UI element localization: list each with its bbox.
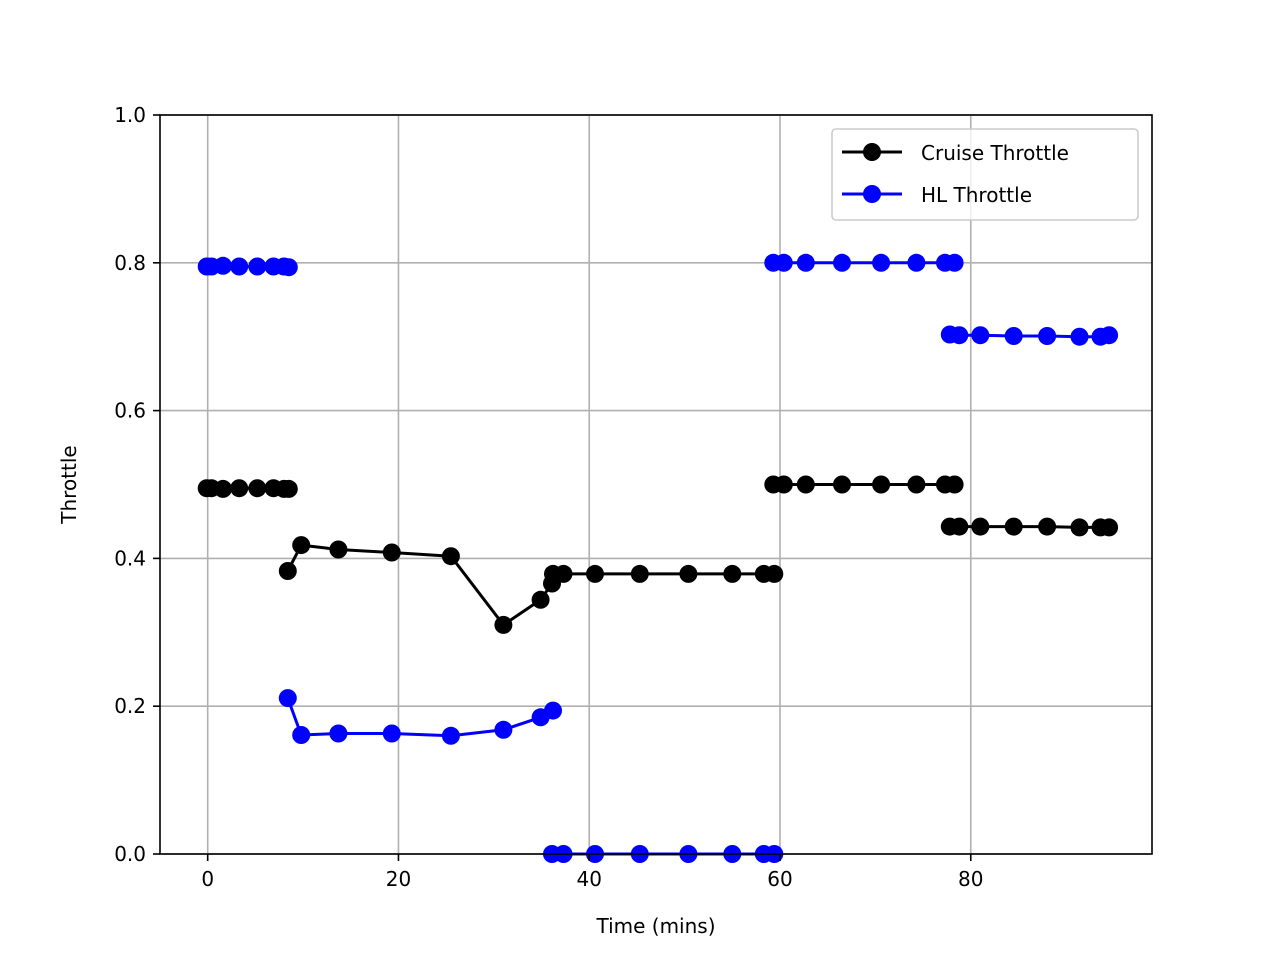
data-point <box>292 726 311 744</box>
data-point <box>279 479 298 498</box>
x-tick-label: 80 <box>958 867 983 891</box>
data-point <box>765 564 784 583</box>
y-tick-label: 0.2 <box>114 694 146 718</box>
data-point <box>292 536 311 555</box>
plot-frame <box>159 114 1153 855</box>
legend-cruise-label: Cruise Throttle <box>921 141 1069 165</box>
data-point <box>248 479 267 498</box>
data-point <box>586 564 604 583</box>
data-point <box>382 543 401 562</box>
data-point <box>554 564 573 583</box>
y-tick-label: 0.6 <box>114 399 146 423</box>
data-point <box>679 564 698 583</box>
data-point <box>248 257 267 276</box>
data-point <box>494 615 513 634</box>
data-point <box>945 475 964 494</box>
data-point <box>214 256 232 275</box>
data-point <box>950 517 969 536</box>
data-point <box>1100 326 1119 345</box>
data-point <box>278 562 297 580</box>
data-point <box>441 547 460 566</box>
data-point <box>279 258 298 277</box>
data-point <box>872 253 891 272</box>
data-point <box>630 564 649 583</box>
data-point <box>329 724 348 743</box>
data-point <box>723 564 742 583</box>
data-point <box>1070 327 1089 346</box>
data-point <box>278 689 297 708</box>
data-point <box>833 475 851 494</box>
data-point <box>531 590 550 609</box>
data-point <box>230 257 249 276</box>
data-point <box>796 253 815 272</box>
y-tick-label: 0.4 <box>114 546 146 570</box>
data-point <box>230 479 249 498</box>
data-point <box>1004 517 1023 536</box>
data-point <box>774 475 793 494</box>
data-point <box>796 475 815 494</box>
legend-box <box>831 128 1139 221</box>
y-tick-label: 0.8 <box>114 251 146 275</box>
legend-hl-marker <box>863 185 881 203</box>
y-tick-label: 1.0 <box>114 103 146 127</box>
data-point <box>872 475 891 494</box>
data-point <box>441 726 460 745</box>
data-point <box>1100 518 1119 537</box>
data-point <box>1038 517 1057 536</box>
data-point <box>907 475 926 494</box>
data-point <box>1038 327 1057 345</box>
data-point <box>544 701 562 720</box>
data-point <box>950 326 969 345</box>
x-tick-label: 20 <box>386 867 411 891</box>
x-tick-label: 0 <box>201 867 214 891</box>
legend-cruise-marker <box>863 143 881 161</box>
legend: Cruise Throttle HL Throttle <box>831 128 1139 221</box>
axis-ticks: 0 20 40 60 80 0.0 0.2 0.4 0.6 0.8 1.0 <box>114 103 983 891</box>
series-cruise-throttle <box>197 475 1119 634</box>
x-axis-label: Time (mins) <box>595 914 715 938</box>
data-point <box>774 253 793 272</box>
data-point <box>907 253 926 272</box>
legend-hl-label: HL Throttle <box>921 183 1032 207</box>
data-point <box>214 479 232 498</box>
data-point <box>329 540 348 559</box>
data-point <box>382 724 401 743</box>
data-point <box>494 720 513 739</box>
y-axis-label: Throttle <box>57 445 81 524</box>
data-point <box>1004 327 1023 345</box>
data-point <box>971 326 990 345</box>
data-point <box>833 253 851 272</box>
data-point <box>945 253 964 272</box>
data-point <box>971 517 990 536</box>
x-tick-label: 40 <box>577 867 602 891</box>
x-tick-label: 60 <box>767 867 792 891</box>
data-point <box>1070 518 1089 537</box>
y-tick-label: 0.0 <box>114 842 146 866</box>
